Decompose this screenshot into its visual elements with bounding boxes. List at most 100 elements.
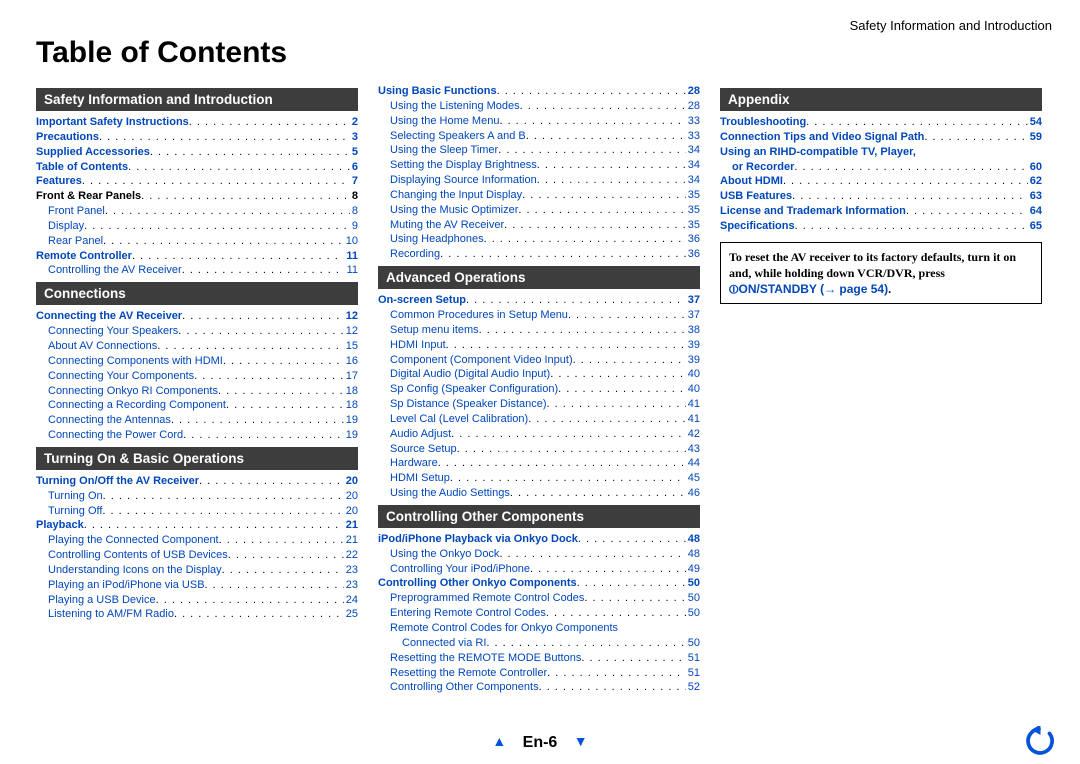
toc-entry[interactable]: Precautions . . . . . . . . . . . . . . … [36,130,358,145]
toc-label: Resetting the Remote Controller [390,666,547,681]
toc-entry[interactable]: Troubleshooting . . . . . . . . . . . . … [720,115,1042,130]
toc-entry[interactable]: Setup menu items . . . . . . . . . . . .… [378,323,700,338]
toc-page: 19 [344,413,358,428]
toc-entry[interactable]: Connecting the Antennas . . . . . . . . … [36,413,358,428]
toc-entry[interactable]: Audio Adjust . . . . . . . . . . . . . .… [378,427,700,442]
toc-entry[interactable]: Recording . . . . . . . . . . . . . . . … [378,247,700,262]
toc-entry[interactable]: Display . . . . . . . . . . . . . . . . … [36,219,358,234]
toc-entry[interactable]: Controlling Other Onkyo Components . . .… [378,576,700,591]
toc-entry[interactable]: Remote Control Codes for Onkyo Component… [378,621,700,636]
toc-entry[interactable]: Connecting the Power Cord . . . . . . . … [36,428,358,443]
toc-entry[interactable]: Using Basic Functions . . . . . . . . . … [378,84,700,99]
toc-leader: . . . . . . . . . . . . . . . . . . . . … [189,115,350,130]
toc-entry[interactable]: or Recorder . . . . . . . . . . . . . . … [720,160,1042,175]
toc-entry[interactable]: Rear Panel . . . . . . . . . . . . . . .… [36,234,358,249]
toc-label: Using Headphones [390,232,484,247]
toc-entry[interactable]: Connecting Components with HDMI . . . . … [36,354,358,369]
toc-entry[interactable]: Using the Music Optimizer . . . . . . . … [378,203,700,218]
toc-page: 43 [686,442,700,457]
back-icon[interactable] [1024,726,1054,756]
toc-entry[interactable]: Turning Off . . . . . . . . . . . . . . … [36,504,358,519]
toc-entry[interactable]: About AV Connections . . . . . . . . . .… [36,339,358,354]
toc-entry[interactable]: HDMI Setup . . . . . . . . . . . . . . .… [378,471,700,486]
toc-entry[interactable]: Specifications . . . . . . . . . . . . .… [720,219,1042,234]
toc-entry[interactable]: Playback . . . . . . . . . . . . . . . .… [36,518,358,533]
toc-entry[interactable]: Connecting Your Components . . . . . . .… [36,369,358,384]
toc-entry[interactable]: iPod/iPhone Playback via Onkyo Dock . . … [378,532,700,547]
toc-entry[interactable]: Entering Remote Control Codes . . . . . … [378,606,700,621]
toc-label: Digital Audio (Digital Audio Input) [390,367,550,382]
toc-page: 40 [686,367,700,382]
toc-page: 6 [350,160,358,175]
toc-entry[interactable]: USB Features . . . . . . . . . . . . . .… [720,189,1042,204]
toc-entry[interactable]: Connection Tips and Video Signal Path . … [720,130,1042,145]
toc-entry[interactable]: Muting the AV Receiver . . . . . . . . .… [378,218,700,233]
toc-page: 33 [686,129,700,144]
toc-entry[interactable]: Preprogrammed Remote Control Codes . . .… [378,591,700,606]
toc-entry[interactable]: Connecting Onkyo RI Components . . . . .… [36,384,358,399]
toc-entry[interactable]: Front Panel . . . . . . . . . . . . . . … [36,204,358,219]
toc-entry[interactable]: License and Trademark Information . . . … [720,204,1042,219]
toc-page: 65 [1028,219,1042,234]
toc-entry[interactable]: Connecting a Recording Component . . . .… [36,398,358,413]
toc-entry[interactable]: Connecting Your Speakers . . . . . . . .… [36,324,358,339]
toc-page: 59 [1028,130,1042,145]
toc-leader: . . . . . . . . . . . . . . . . . . . . … [510,486,686,501]
toc-page: 42 [686,427,700,442]
toc-page: 9 [350,219,358,234]
toc-entry[interactable]: HDMI Input . . . . . . . . . . . . . . .… [378,338,700,353]
toc-entry[interactable]: Listening to AM/FM Radio . . . . . . . .… [36,607,358,622]
toc-entry[interactable]: Using the Home Menu . . . . . . . . . . … [378,114,700,129]
toc-leader: . . . . . . . . . . . . . . . . . . . . … [537,173,686,188]
toc-leader: . . . . . . . . . . . . . . . . . . . . … [794,160,1027,175]
toc-entry[interactable]: Controlling Your iPod/iPhone . . . . . .… [378,562,700,577]
section-header: Appendix [720,88,1042,111]
toc-entry[interactable]: Displaying Source Information . . . . . … [378,173,700,188]
nav-prev-icon[interactable]: ▲ [480,733,518,749]
toc-entry[interactable]: Changing the Input Display . . . . . . .… [378,188,700,203]
toc-entry[interactable]: Connected via RI . . . . . . . . . . . .… [378,636,700,651]
toc-entry[interactable]: Using the Onkyo Dock . . . . . . . . . .… [378,547,700,562]
toc-entry[interactable]: Controlling Other Components . . . . . .… [378,680,700,695]
toc-entry[interactable]: Remote Controller . . . . . . . . . . . … [36,249,358,264]
toc-entry[interactable]: Selecting Speakers A and B . . . . . . .… [378,129,700,144]
toc-entry[interactable]: Source Setup . . . . . . . . . . . . . .… [378,442,700,457]
toc-label: Turning On/Off the AV Receiver [36,474,199,489]
toc-entry[interactable]: Controlling Contents of USB Devices . . … [36,548,358,563]
toc-leader: . . . . . . . . . . . . . . . . . . . . … [484,232,686,247]
toc-entry[interactable]: Table of Contents . . . . . . . . . . . … [36,160,358,175]
toc-entry[interactable]: Connecting the AV Receiver . . . . . . .… [36,309,358,324]
toc-entry[interactable]: Using the Listening Modes . . . . . . . … [378,99,700,114]
toc-entry[interactable]: On-screen Setup . . . . . . . . . . . . … [378,293,700,308]
toc-entry[interactable]: Hardware . . . . . . . . . . . . . . . .… [378,456,700,471]
toc-entry[interactable]: Common Procedures in Setup Menu . . . . … [378,308,700,323]
nav-next-icon[interactable]: ▼ [562,733,600,749]
toc-entry[interactable]: Controlling the AV Receiver . . . . . . … [36,263,358,278]
toc-entry[interactable]: Turning On . . . . . . . . . . . . . . .… [36,489,358,504]
toc-entry[interactable]: Playing the Connected Component . . . . … [36,533,358,548]
toc-entry[interactable]: Important Safety Instructions . . . . . … [36,115,358,130]
toc-entry[interactable]: Digital Audio (Digital Audio Input) . . … [378,367,700,382]
toc-entry[interactable]: Turning On/Off the AV Receiver . . . . .… [36,474,358,489]
toc-entry[interactable]: Using the Sleep Timer . . . . . . . . . … [378,143,700,158]
toc-entry[interactable]: Resetting the Remote Controller . . . . … [378,666,700,681]
toc-entry[interactable]: Playing a USB Device . . . . . . . . . .… [36,593,358,608]
toc-entry[interactable]: Understanding Icons on the Display . . .… [36,563,358,578]
toc-entry[interactable]: Setting the Display Brightness . . . . .… [378,158,700,173]
toc-entry[interactable]: Using Headphones . . . . . . . . . . . .… [378,232,700,247]
toc-label: Connecting Your Speakers [48,324,178,339]
toc-entry[interactable]: About HDMI . . . . . . . . . . . . . . .… [720,174,1042,189]
toc-entry[interactable]: Level Cal (Level Calibration) . . . . . … [378,412,700,427]
toc-label: Setting the Display Brightness [390,158,537,173]
toc-entry[interactable]: Sp Distance (Speaker Distance) . . . . .… [378,397,700,412]
toc-entry[interactable]: Playing an iPod/iPhone via USB . . . . .… [36,578,358,593]
toc-entry[interactable]: Resetting the REMOTE MODE Buttons . . . … [378,651,700,666]
toc-entry[interactable]: Using an RIHD-compatible TV, Player, [720,145,1042,160]
toc-entry[interactable]: Component (Component Video Input) . . . … [378,353,700,368]
toc-entry[interactable]: Sp Config (Speaker Configuration) . . . … [378,382,700,397]
toc-entry[interactable]: Using the Audio Settings . . . . . . . .… [378,486,700,501]
toc-entry[interactable]: Supplied Accessories . . . . . . . . . .… [36,145,358,160]
toc-leader: . . . . . . . . . . . . . . . . . . . . … [486,636,685,651]
toc-label: Using the Home Menu [390,114,499,129]
toc-entry[interactable]: Features . . . . . . . . . . . . . . . .… [36,174,358,189]
